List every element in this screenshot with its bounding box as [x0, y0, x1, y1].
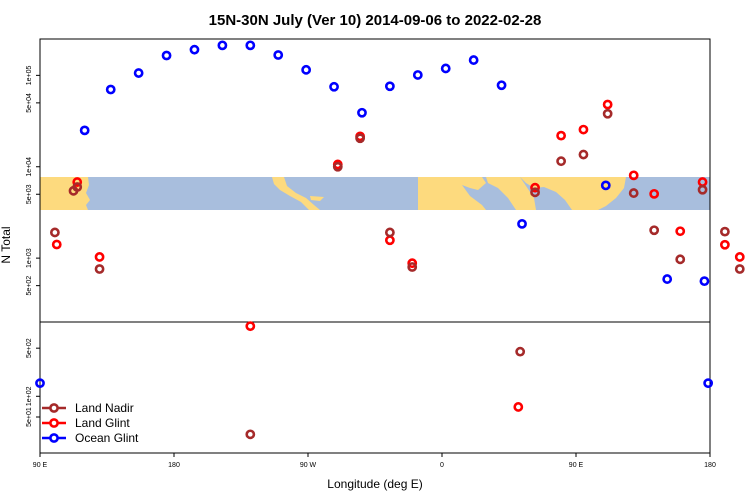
point-land-nadir — [332, 161, 343, 172]
legend-marker-land-glint — [49, 418, 59, 428]
y-tick-label-lower: 5e+01 — [26, 407, 33, 427]
point-land-glint — [245, 321, 256, 332]
point-land-nadir — [245, 429, 256, 440]
map-land-south-asia — [520, 177, 626, 210]
point-ocean-glint — [468, 55, 479, 65]
point-ocean-glint — [440, 63, 451, 74]
point-land-nadir — [602, 108, 613, 119]
point-land-glint — [719, 239, 730, 250]
x-tick-label: 0 — [440, 462, 444, 469]
legend-label-land-nadir: Land Nadir — [75, 401, 134, 415]
point-land-nadir — [649, 225, 660, 236]
point-land-nadir — [734, 264, 745, 274]
point-ocean-glint — [600, 180, 611, 191]
point-ocean-glint — [384, 81, 395, 92]
point-land-nadir — [578, 149, 589, 160]
lower-panel-frame — [39, 321, 711, 454]
point-land-glint — [602, 99, 613, 110]
x-tick-label: 180 — [168, 462, 180, 469]
point-land-nadir — [72, 182, 83, 192]
legend-marker-land-nadir — [49, 403, 59, 413]
x-tick-label: 90 E — [33, 462, 48, 469]
point-land-glint — [556, 130, 567, 141]
point-land-glint — [72, 177, 83, 187]
point-land-nadir — [697, 184, 708, 195]
point-ocean-glint — [517, 218, 527, 229]
point-land-nadir — [49, 227, 60, 238]
point-ocean-glint — [703, 378, 714, 389]
x-tick-label: 90 E — [569, 462, 584, 469]
x-axis-label: Longitude (deg E) — [327, 477, 422, 491]
point-land-glint — [530, 182, 540, 193]
point-land-nadir — [530, 187, 540, 198]
point-land-glint — [675, 226, 686, 237]
point-ocean-glint — [189, 44, 200, 55]
point-ocean-glint — [357, 107, 367, 118]
x-tick-label: 90 W — [300, 462, 317, 469]
point-land-glint — [628, 170, 639, 181]
point-ocean-glint — [161, 50, 172, 61]
point-land-nadir — [384, 227, 395, 238]
chart-title: 15N-30N July (Ver 10) 2014-09-06 to 2022… — [209, 12, 542, 29]
point-land-nadir — [719, 226, 730, 237]
point-ocean-glint — [329, 81, 339, 92]
y-tick-label-lower: 5e+02 — [26, 338, 33, 358]
point-ocean-glint — [35, 378, 45, 389]
point-land-glint — [513, 402, 524, 412]
y-tick-label-upper: 1e+03 — [26, 248, 33, 268]
point-ocean-glint — [79, 125, 90, 136]
point-land-nadir — [94, 264, 105, 274]
x-axis: 90 E 180 90 W 0 90 E 180 — [33, 453, 716, 469]
point-ocean-glint — [496, 80, 507, 91]
data-points — [35, 40, 745, 440]
y-tick-label-upper: 5e+02 — [26, 276, 33, 296]
point-land-glint — [407, 258, 418, 269]
point-land-nadir — [515, 346, 526, 357]
y-tick-label-lower: 1e+02 — [26, 386, 33, 406]
point-ocean-glint — [662, 274, 673, 284]
point-land-glint — [649, 188, 660, 199]
point-ocean-glint — [412, 70, 423, 80]
point-ocean-glint — [133, 68, 144, 78]
map-land-north-america — [272, 177, 320, 210]
y-tick-label-upper: 5e+04 — [26, 93, 33, 113]
legend-label-ocean-glint: Ocean Glint — [75, 431, 139, 445]
point-land-nadir — [628, 188, 639, 198]
y-tick-label-upper: 1e+04 — [26, 157, 33, 177]
point-land-glint — [384, 235, 395, 246]
point-land-nadir — [675, 254, 686, 265]
point-ocean-glint — [105, 84, 116, 95]
point-ocean-glint — [699, 276, 710, 287]
y-axis-upper: 5e+02 1e+03 5e+03 1e+04 5e+04 1e+05 — [26, 65, 40, 295]
map-land-caribbean — [310, 196, 324, 201]
x-tick-label: 180 — [704, 462, 716, 469]
y-tick-label-upper: 1e+05 — [26, 65, 33, 85]
map-band — [40, 177, 710, 210]
point-land-glint — [734, 252, 745, 262]
point-land-glint — [51, 239, 62, 250]
legend-marker-ocean-glint — [49, 433, 59, 443]
point-ocean-glint — [217, 40, 228, 51]
map-land-asia-east — [40, 177, 90, 210]
legend-label-land-glint: Land Glint — [75, 416, 130, 430]
point-ocean-glint — [301, 64, 312, 75]
point-ocean-glint — [245, 40, 256, 51]
point-land-nadir — [556, 156, 567, 167]
point-land-nadir — [407, 262, 418, 272]
point-ocean-glint — [273, 50, 284, 60]
point-land-glint — [94, 252, 105, 262]
point-land-glint — [578, 124, 589, 135]
y-tick-label-upper: 5e+03 — [26, 184, 33, 204]
point-land-nadir — [355, 133, 366, 144]
y-axis-label: N Total — [0, 226, 13, 263]
map-land-arabia — [486, 177, 536, 210]
map-land-africa — [418, 177, 486, 210]
